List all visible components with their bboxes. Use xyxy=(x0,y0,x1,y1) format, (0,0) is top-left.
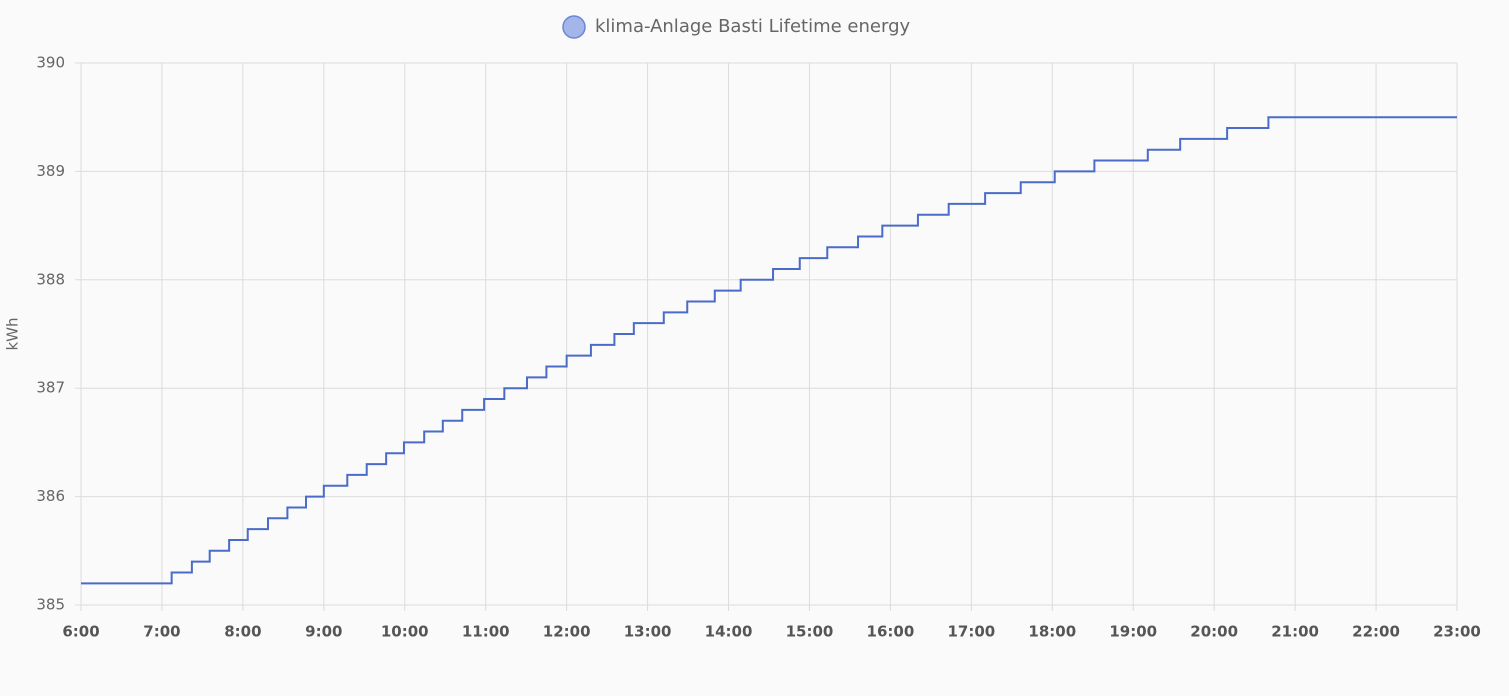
x-tick-label: 19:00 xyxy=(1109,623,1157,641)
y-axis-label: kWh xyxy=(4,317,22,350)
x-tick-label: 22:00 xyxy=(1352,623,1400,641)
x-tick-label: 13:00 xyxy=(624,623,672,641)
x-tick-label: 8:00 xyxy=(224,623,261,641)
x-tick-label: 17:00 xyxy=(947,623,995,641)
legend-marker[interactable] xyxy=(562,15,586,39)
x-tick-label: 15:00 xyxy=(786,623,834,641)
x-tick-label: 11:00 xyxy=(462,623,510,641)
x-tick-label: 14:00 xyxy=(705,623,753,641)
y-tick-label: 386 xyxy=(36,487,65,505)
data-line xyxy=(81,116,1457,585)
y-tick-label: 385 xyxy=(36,596,65,614)
x-tick-label: 16:00 xyxy=(867,623,915,641)
x-tick-label: 12:00 xyxy=(543,623,591,641)
x-tick-label: 20:00 xyxy=(1190,623,1238,641)
y-tick-label: 390 xyxy=(36,54,65,72)
x-tick-label: 21:00 xyxy=(1271,623,1319,641)
x-tick-label: 7:00 xyxy=(143,623,180,641)
x-tick-label: 9:00 xyxy=(305,623,342,641)
legend-label[interactable]: klima-Anlage Basti Lifetime energy xyxy=(595,16,910,37)
y-tick-label: 387 xyxy=(36,379,65,397)
x-tick-label: 10:00 xyxy=(381,623,429,641)
x-tick-label: 18:00 xyxy=(1028,623,1076,641)
x-tick-label: 6:00 xyxy=(62,623,99,641)
y-tick-label: 389 xyxy=(36,162,65,180)
y-tick-label: 388 xyxy=(36,270,65,288)
x-tick-label: 23:00 xyxy=(1433,623,1481,641)
